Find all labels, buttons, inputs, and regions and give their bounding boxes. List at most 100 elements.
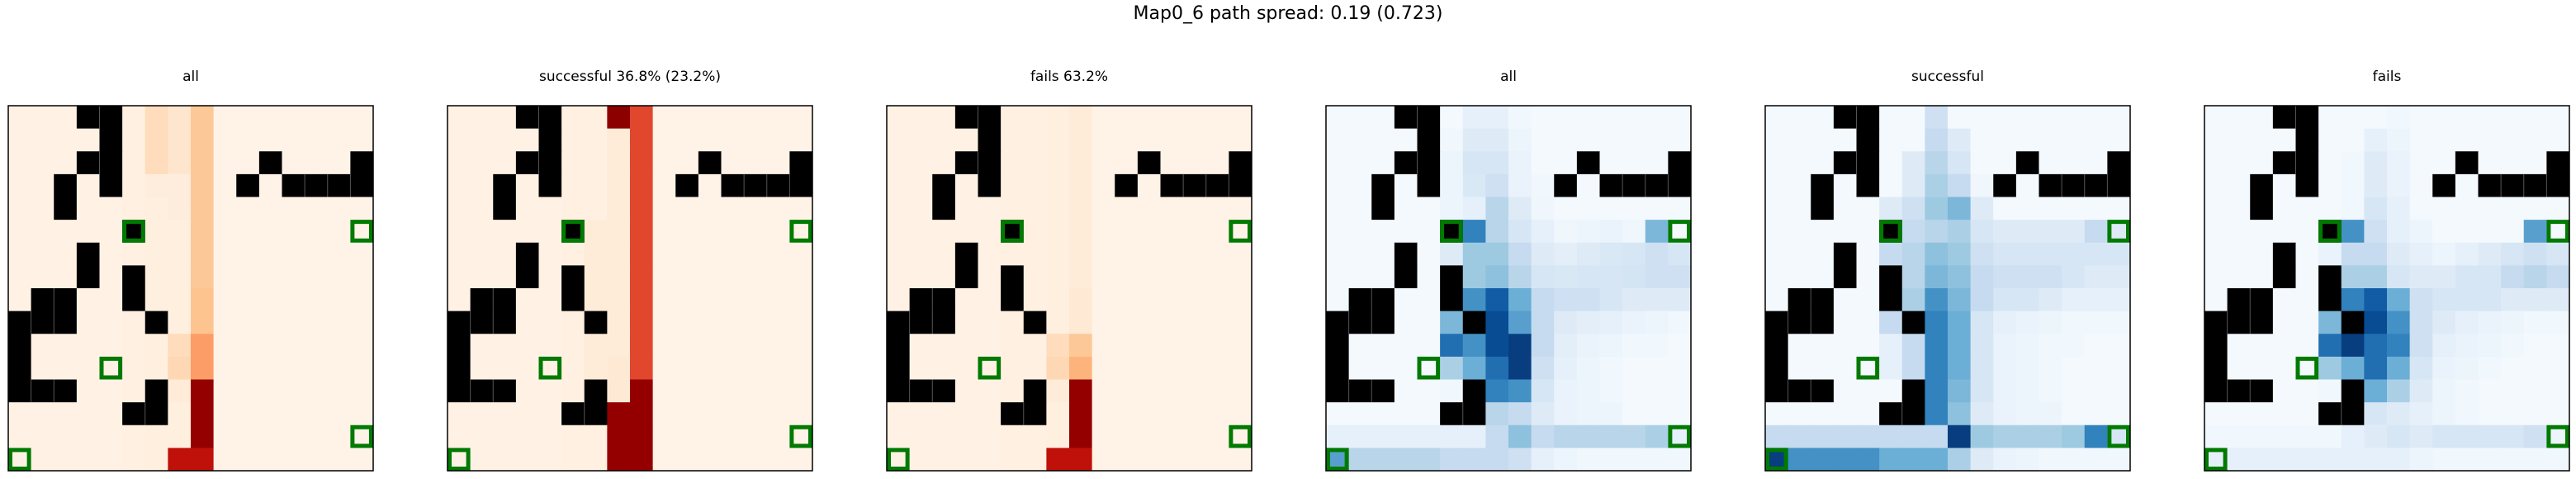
panel-title: fails bbox=[2373, 69, 2402, 85]
heatmap-cell bbox=[675, 311, 699, 334]
obstacle-cell bbox=[1371, 379, 1395, 403]
heatmap-cell bbox=[1440, 448, 1464, 472]
heatmap-cell bbox=[1554, 288, 1578, 312]
heatmap-cell bbox=[1668, 265, 1692, 289]
heatmap-cell bbox=[1462, 242, 1486, 266]
heatmap-cell bbox=[1137, 334, 1161, 358]
heatmap-cell bbox=[2523, 448, 2547, 472]
heatmap-cell bbox=[1348, 424, 1372, 448]
heatmap-cell bbox=[2318, 151, 2342, 175]
heatmap-cell bbox=[698, 402, 722, 426]
heatmap-cell bbox=[1993, 402, 2017, 426]
heatmap-cell bbox=[2250, 151, 2274, 175]
heatmap-cell bbox=[327, 379, 351, 403]
heatmap-cell bbox=[978, 424, 1002, 448]
heatmap-cell bbox=[1023, 356, 1047, 380]
heatmap-cell bbox=[54, 265, 78, 289]
heatmap-panel-6: fails bbox=[2204, 69, 2570, 472]
heatmap-cell bbox=[99, 448, 123, 472]
heatmap-cell bbox=[1326, 424, 1350, 448]
heatmap-cell bbox=[1811, 106, 1835, 130]
heatmap-cell bbox=[2455, 356, 2479, 380]
heatmap-cell bbox=[99, 265, 123, 289]
heatmap-cell bbox=[954, 288, 978, 312]
heatmap-cell bbox=[744, 334, 768, 358]
heatmap-cell bbox=[2295, 265, 2319, 289]
heatmap-cell bbox=[2455, 379, 2479, 403]
heatmap-cell bbox=[2364, 379, 2388, 403]
obstacle-cell bbox=[2455, 151, 2479, 175]
heatmap-cell bbox=[258, 448, 282, 472]
heatmap-cell bbox=[2409, 379, 2433, 403]
heatmap-cell bbox=[1993, 288, 2017, 312]
heatmap-cell bbox=[744, 106, 768, 130]
heatmap-cell bbox=[1137, 402, 1161, 426]
heatmap-cell bbox=[2432, 128, 2456, 152]
heatmap-cell bbox=[213, 379, 237, 403]
heatmap-cell bbox=[652, 106, 676, 130]
heatmap-cell bbox=[213, 402, 237, 426]
heatmap-cell bbox=[1229, 128, 1252, 152]
heatmap-cell bbox=[8, 106, 32, 130]
heatmap-cell bbox=[1440, 197, 1464, 221]
heatmap-cell bbox=[652, 220, 676, 244]
obstacle-cell bbox=[887, 379, 911, 403]
heatmap-cell bbox=[2455, 448, 2479, 472]
heatmap-cell bbox=[1833, 128, 1857, 152]
heatmap-cell bbox=[1023, 106, 1047, 130]
heatmap-cell bbox=[31, 106, 54, 130]
heatmap-cell bbox=[2478, 197, 2502, 221]
heatmap-cell bbox=[1229, 106, 1252, 130]
heatmap-cell bbox=[2341, 128, 2365, 152]
heatmap-cell bbox=[1229, 402, 1252, 426]
heatmap-cell bbox=[2015, 265, 2039, 289]
heatmap-cell bbox=[1091, 379, 1115, 403]
heatmap-cell bbox=[2015, 173, 2039, 197]
heatmap-cell bbox=[630, 402, 654, 426]
heatmap-cell bbox=[630, 265, 654, 289]
obstacle-cell bbox=[8, 334, 32, 358]
heatmap-cell bbox=[744, 448, 768, 472]
obstacle-cell bbox=[515, 242, 539, 266]
obstacle-cell bbox=[305, 173, 329, 197]
heatmap-cell bbox=[652, 128, 676, 152]
heatmap-cell bbox=[1531, 379, 1555, 403]
heatmap-cell bbox=[1925, 173, 1949, 197]
heatmap-cell bbox=[607, 402, 631, 426]
heatmap-cell bbox=[1115, 106, 1139, 130]
heatmap-cell bbox=[447, 151, 471, 175]
obstacle-cell bbox=[1856, 173, 1880, 197]
obstacle-cell bbox=[954, 242, 978, 266]
heatmap-cell bbox=[168, 448, 192, 472]
obstacle-cell bbox=[1205, 173, 1229, 197]
heatmap-cell bbox=[1023, 151, 1047, 175]
heatmap-cell bbox=[2227, 151, 2251, 175]
heatmap-cell bbox=[1833, 448, 1857, 472]
obstacle-cell bbox=[932, 379, 956, 403]
heatmap-cell bbox=[1668, 242, 1692, 266]
heatmap-cell bbox=[2062, 424, 2086, 448]
heatmap-cell bbox=[99, 424, 123, 448]
heatmap-cell bbox=[1205, 288, 1229, 312]
heatmap-cell bbox=[1788, 334, 1811, 358]
heatmap-cell bbox=[122, 128, 146, 152]
heatmap-cell bbox=[2387, 242, 2411, 266]
heatmap-cell bbox=[1833, 173, 1857, 197]
heatmap-cell bbox=[1925, 128, 1949, 152]
heatmap-cell bbox=[470, 402, 494, 426]
heatmap-cell bbox=[630, 128, 654, 152]
heatmap-cell bbox=[1879, 128, 1903, 152]
heatmap-cell bbox=[2546, 197, 2570, 221]
heatmap-cell bbox=[954, 402, 978, 426]
heatmap-cell bbox=[168, 402, 192, 426]
heatmap-cell bbox=[191, 288, 215, 312]
heatmap-cell bbox=[2272, 311, 2296, 334]
heatmap-cell bbox=[2409, 128, 2433, 152]
heatmap-cell bbox=[1948, 402, 1972, 426]
heatmap-cell bbox=[1645, 334, 1669, 358]
heatmap-cell bbox=[630, 379, 654, 403]
panel-frame bbox=[886, 105, 1252, 472]
heatmap-cell bbox=[954, 424, 978, 448]
heatmap-cell bbox=[1645, 242, 1669, 266]
obstacle-cell bbox=[2107, 173, 2131, 197]
